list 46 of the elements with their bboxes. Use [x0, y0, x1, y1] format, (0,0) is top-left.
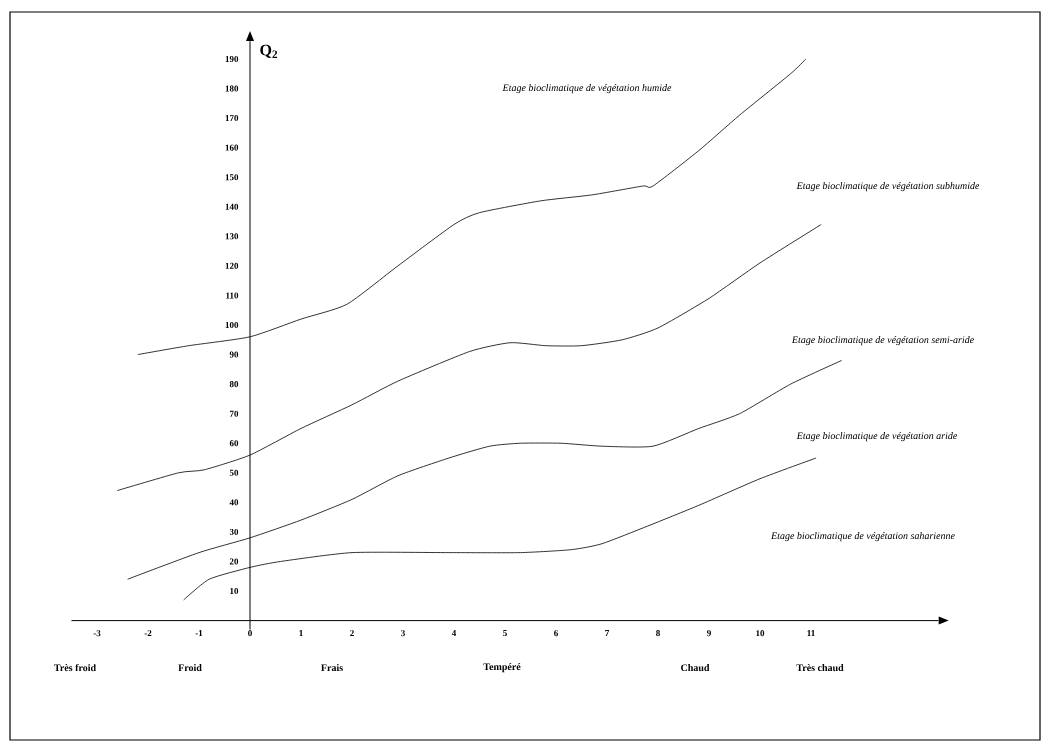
text: Froid	[178, 664, 202, 672]
y-tick-label: 30	[229, 528, 239, 535]
text: Frais	[321, 664, 343, 672]
x-tick-label: 10	[756, 630, 765, 637]
y-tick-label: 170	[225, 115, 239, 122]
y-tick-label: 40	[229, 499, 239, 506]
x-tick-label: -1	[195, 630, 203, 637]
y-tick-label: 90	[229, 351, 239, 358]
y-tick-label: 10	[230, 588, 239, 595]
y-tick-label: 140	[225, 203, 239, 210]
y-tick-label: 180	[225, 85, 239, 92]
x-tick-label: 3	[401, 630, 405, 637]
y-tick-label: 160	[225, 144, 239, 151]
y-tick-label: 60	[229, 440, 239, 447]
x-tick-label: 8	[656, 630, 660, 637]
y-tick-label: 190	[225, 55, 239, 62]
text: Très froid	[54, 664, 96, 672]
x-tick-label: 4	[451, 630, 457, 637]
y-tick-label: 50	[229, 469, 239, 476]
x-tick-label: -2	[144, 630, 152, 637]
x-tick-label: 9	[707, 630, 711, 637]
y-tick-label: 70	[230, 410, 239, 417]
x-tick-label: 7	[605, 630, 610, 637]
text: Très chaud	[796, 664, 844, 672]
y-tick-label: 80	[229, 381, 239, 388]
annotation: Etage bioclimatique de végétation humide	[502, 84, 672, 94]
y-tick-label: 150	[225, 174, 239, 181]
annotation: Etage bioclimatique de végétation aride	[796, 432, 958, 442]
y-tick-label: 110	[226, 292, 239, 299]
text: Chaud	[681, 664, 710, 672]
y-tick-label: 100	[225, 321, 239, 329]
x-tick-label: 0	[248, 630, 252, 637]
x-tick-label: 2	[350, 630, 354, 637]
y-tick-label: 130	[225, 233, 239, 240]
annotation: Etage bioclimatique de végétation subhumide	[796, 182, 980, 192]
text: Tempéré	[483, 663, 521, 673]
y-axis-title: Q$_{2}$	[260, 44, 278, 58]
x-tick-label: 5	[503, 630, 507, 637]
y-tick-label: 20	[229, 558, 239, 565]
annotation: Etage bioclimatique de végétation semi-aride	[791, 336, 974, 346]
x-tick-label: 6	[554, 630, 558, 637]
x-tick-label: 1	[299, 630, 303, 637]
x-tick-label: 11	[807, 630, 815, 637]
annotation: Etage bioclimatique de végétation saharienne	[770, 532, 955, 542]
x-tick-label: -3	[93, 630, 101, 637]
y-tick-label: 120	[225, 262, 239, 269]
